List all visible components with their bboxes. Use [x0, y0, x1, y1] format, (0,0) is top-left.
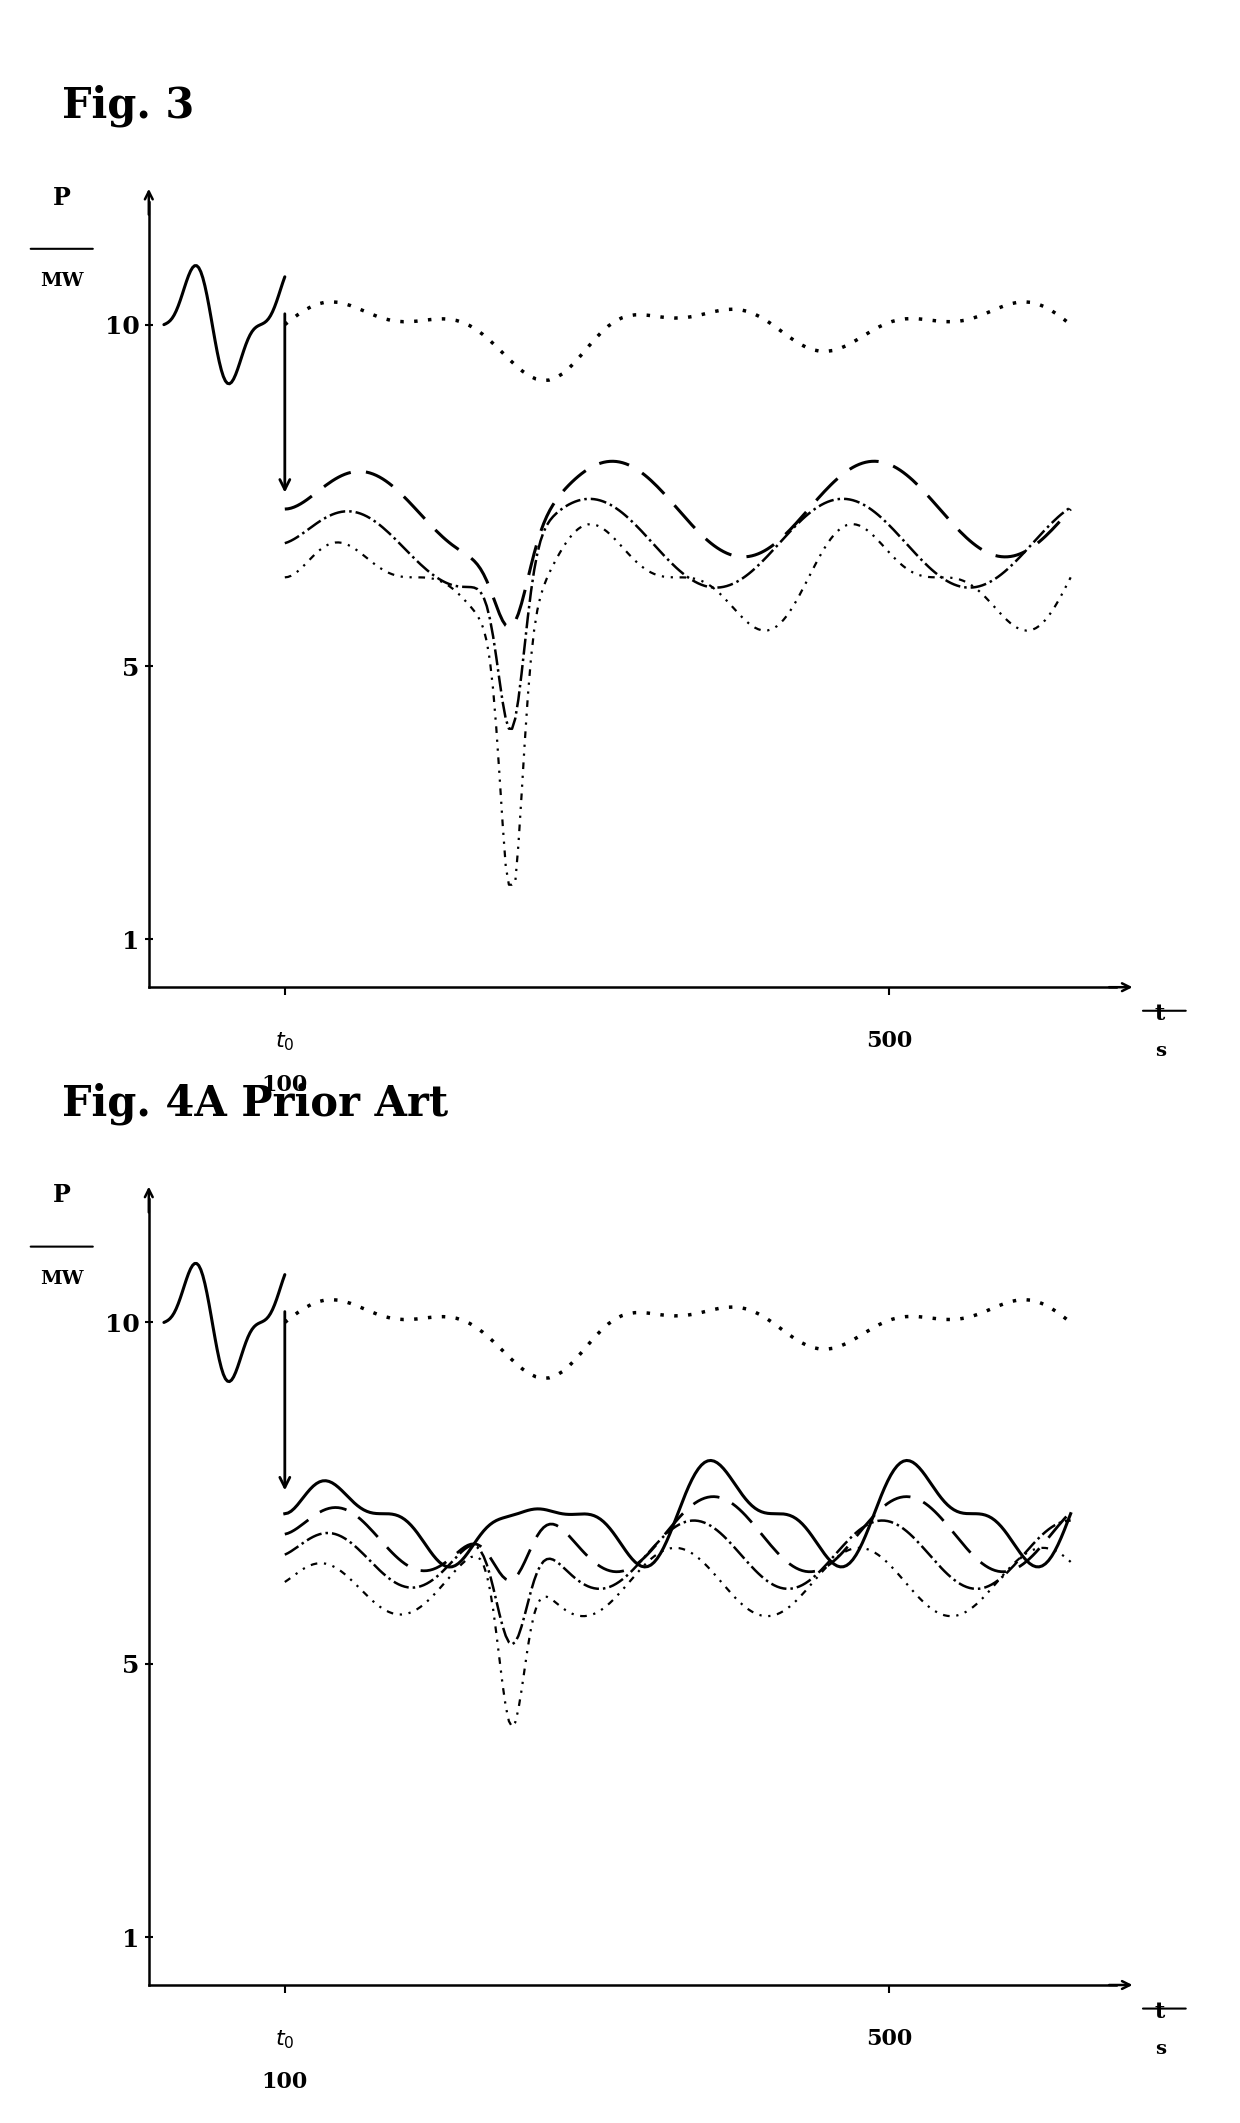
Text: P: P [53, 1183, 71, 1208]
Text: P: P [53, 185, 71, 210]
Text: t: t [1154, 2000, 1164, 2023]
Text: Fig. 4A Prior Art: Fig. 4A Prior Art [62, 1083, 448, 1125]
Text: 500: 500 [867, 2027, 913, 2051]
Text: 100: 100 [262, 1074, 308, 1095]
Text: 100: 100 [262, 2072, 308, 2093]
Text: s: s [1154, 1042, 1166, 1059]
Text: $t_0$: $t_0$ [275, 2027, 295, 2051]
Text: 500: 500 [867, 1030, 913, 1053]
Text: MW: MW [40, 272, 83, 291]
Text: Fig. 3: Fig. 3 [62, 85, 195, 127]
Text: $t_0$: $t_0$ [275, 1030, 295, 1053]
Text: MW: MW [40, 1270, 83, 1289]
Text: t: t [1154, 1002, 1164, 1025]
Text: s: s [1154, 2040, 1166, 2057]
